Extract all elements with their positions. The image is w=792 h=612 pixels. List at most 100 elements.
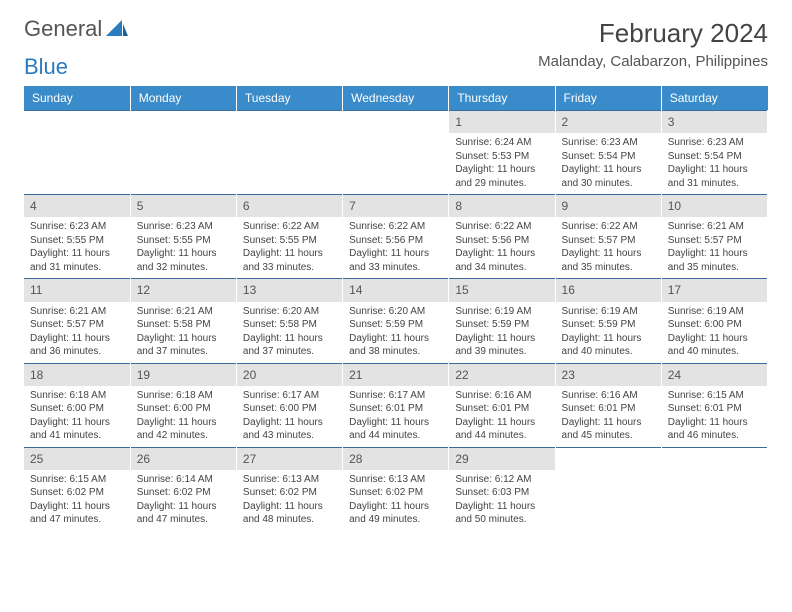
daylight-line: Daylight: 11 hours and 37 minutes. [137,332,230,359]
sunset-line: Sunset: 5:55 PM [243,234,336,248]
day-body: Sunrise: 6:12 AMSunset: 6:03 PMDaylight:… [449,470,554,531]
day-number: 19 [131,364,236,386]
daylight-line: Daylight: 11 hours and 50 minutes. [455,500,548,527]
daylight-line: Daylight: 11 hours and 35 minutes. [668,247,761,274]
day-body: Sunrise: 6:22 AMSunset: 5:56 PMDaylight:… [343,217,448,278]
daylight-line: Daylight: 11 hours and 44 minutes. [455,416,548,443]
day-cell: 12Sunrise: 6:21 AMSunset: 5:58 PMDayligh… [130,279,236,363]
day-header: Sunday [24,86,130,111]
day-number: 3 [662,111,767,133]
daylight-line: Daylight: 11 hours and 43 minutes. [243,416,336,443]
daylight-line: Daylight: 11 hours and 35 minutes. [562,247,655,274]
calendar-table: Sunday Monday Tuesday Wednesday Thursday… [24,86,768,531]
sunrise-line: Sunrise: 6:17 AM [349,389,442,403]
sunset-line: Sunset: 6:00 PM [137,402,230,416]
day-cell [343,111,449,195]
day-number: 13 [237,279,342,301]
day-cell: 6Sunrise: 6:22 AMSunset: 5:55 PMDaylight… [236,195,342,279]
daylight-line: Daylight: 11 hours and 31 minutes. [30,247,124,274]
sunset-line: Sunset: 5:59 PM [349,318,442,332]
daylight-line: Daylight: 11 hours and 31 minutes. [668,163,761,190]
sunset-line: Sunset: 6:01 PM [562,402,655,416]
day-cell: 19Sunrise: 6:18 AMSunset: 6:00 PMDayligh… [130,363,236,447]
daylight-line: Daylight: 11 hours and 42 minutes. [137,416,230,443]
day-number: 20 [237,364,342,386]
sunrise-line: Sunrise: 6:15 AM [668,389,761,403]
day-header: Thursday [449,86,555,111]
day-number: 5 [131,195,236,217]
page-title: February 2024 [538,18,768,49]
day-body [237,133,342,140]
day-cell: 4Sunrise: 6:23 AMSunset: 5:55 PMDaylight… [24,195,130,279]
day-number: 7 [343,195,448,217]
sunrise-line: Sunrise: 6:24 AM [455,136,548,150]
daylight-line: Daylight: 11 hours and 41 minutes. [30,416,124,443]
sunset-line: Sunset: 6:02 PM [30,486,124,500]
day-cell: 20Sunrise: 6:17 AMSunset: 6:00 PMDayligh… [236,363,342,447]
day-number: 1 [449,111,554,133]
day-cell: 7Sunrise: 6:22 AMSunset: 5:56 PMDaylight… [343,195,449,279]
day-cell: 24Sunrise: 6:15 AMSunset: 6:01 PMDayligh… [661,363,767,447]
daylight-line: Daylight: 11 hours and 36 minutes. [30,332,124,359]
day-body: Sunrise: 6:15 AMSunset: 6:02 PMDaylight:… [24,470,130,531]
daylight-line: Daylight: 11 hours and 34 minutes. [455,247,548,274]
day-body: Sunrise: 6:23 AMSunset: 5:55 PMDaylight:… [131,217,236,278]
day-cell [24,111,130,195]
day-body: Sunrise: 6:20 AMSunset: 5:58 PMDaylight:… [237,302,342,363]
day-body: Sunrise: 6:14 AMSunset: 6:02 PMDaylight:… [131,470,236,531]
daylight-line: Daylight: 11 hours and 46 minutes. [668,416,761,443]
day-number: 10 [662,195,767,217]
daylight-line: Daylight: 11 hours and 47 minutes. [30,500,124,527]
day-number: 16 [556,279,661,301]
day-body: Sunrise: 6:18 AMSunset: 6:00 PMDaylight:… [24,386,130,447]
daylight-line: Daylight: 11 hours and 48 minutes. [243,500,336,527]
day-body [24,133,130,140]
sunrise-line: Sunrise: 6:22 AM [349,220,442,234]
day-number: 11 [24,279,130,301]
daylight-line: Daylight: 11 hours and 40 minutes. [562,332,655,359]
day-cell: 26Sunrise: 6:14 AMSunset: 6:02 PMDayligh… [130,447,236,531]
daylight-line: Daylight: 11 hours and 49 minutes. [349,500,442,527]
sunset-line: Sunset: 5:57 PM [562,234,655,248]
daylight-line: Daylight: 11 hours and 33 minutes. [349,247,442,274]
day-number: 27 [237,448,342,470]
sunrise-line: Sunrise: 6:21 AM [30,305,124,319]
day-body: Sunrise: 6:23 AMSunset: 5:54 PMDaylight:… [556,133,661,194]
week-row: 25Sunrise: 6:15 AMSunset: 6:02 PMDayligh… [24,447,768,531]
sunrise-line: Sunrise: 6:15 AM [30,473,124,487]
day-cell: 25Sunrise: 6:15 AMSunset: 6:02 PMDayligh… [24,447,130,531]
sunrise-line: Sunrise: 6:20 AM [243,305,336,319]
sunset-line: Sunset: 5:56 PM [349,234,442,248]
daylight-line: Daylight: 11 hours and 44 minutes. [349,416,442,443]
sunset-line: Sunset: 6:02 PM [243,486,336,500]
day-body: Sunrise: 6:21 AMSunset: 5:58 PMDaylight:… [131,302,236,363]
day-cell: 2Sunrise: 6:23 AMSunset: 5:54 PMDaylight… [555,111,661,195]
sunset-line: Sunset: 5:56 PM [455,234,548,248]
sunset-line: Sunset: 6:00 PM [243,402,336,416]
sunset-line: Sunset: 5:57 PM [30,318,124,332]
sunset-line: Sunset: 6:00 PM [668,318,761,332]
day-body: Sunrise: 6:21 AMSunset: 5:57 PMDaylight:… [24,302,130,363]
daylight-line: Daylight: 11 hours and 33 minutes. [243,247,336,274]
sunrise-line: Sunrise: 6:18 AM [30,389,124,403]
title-block: February 2024 Malanday, Calabarzon, Phil… [538,18,768,70]
day-number: 18 [24,364,130,386]
day-body: Sunrise: 6:18 AMSunset: 6:00 PMDaylight:… [131,386,236,447]
sunset-line: Sunset: 5:55 PM [137,234,230,248]
day-body: Sunrise: 6:22 AMSunset: 5:56 PMDaylight:… [449,217,554,278]
day-cell [236,111,342,195]
day-header: Friday [555,86,661,111]
brand-word1: General [24,18,102,40]
sunrise-line: Sunrise: 6:23 AM [562,136,655,150]
sunset-line: Sunset: 5:53 PM [455,150,548,164]
day-body: Sunrise: 6:15 AMSunset: 6:01 PMDaylight:… [662,386,767,447]
day-cell: 9Sunrise: 6:22 AMSunset: 5:57 PMDaylight… [555,195,661,279]
daylight-line: Daylight: 11 hours and 39 minutes. [455,332,548,359]
daylight-line: Daylight: 11 hours and 37 minutes. [243,332,336,359]
sunrise-line: Sunrise: 6:23 AM [137,220,230,234]
day-body: Sunrise: 6:19 AMSunset: 5:59 PMDaylight:… [556,302,661,363]
day-cell: 21Sunrise: 6:17 AMSunset: 6:01 PMDayligh… [343,363,449,447]
day-header: Monday [130,86,236,111]
day-body: Sunrise: 6:24 AMSunset: 5:53 PMDaylight:… [449,133,554,194]
sunrise-line: Sunrise: 6:16 AM [455,389,548,403]
